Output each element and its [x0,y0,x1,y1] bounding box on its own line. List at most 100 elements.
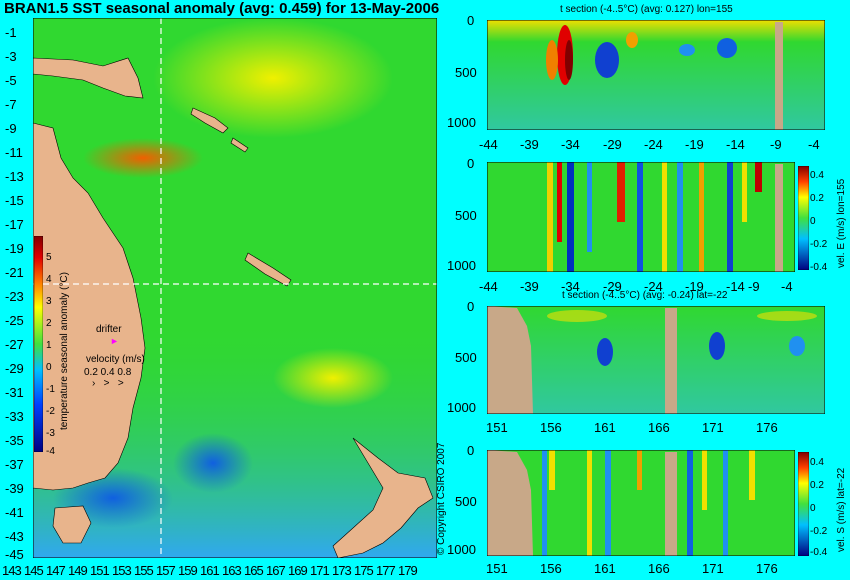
colorbar-tick: 0 [810,216,816,227]
colorbar-tick: 4 [46,274,52,285]
lat-tick: -27 [5,337,24,352]
lat-tick: -43 [5,529,24,544]
lat-tick: -33 [5,409,24,424]
colorbar-tick: -2 [46,406,55,417]
lon-tick: 175 [354,563,374,578]
lat-tick: -5 [5,73,17,88]
colorbar-label: temperature seasonal anomaly (°C) [59,272,70,430]
colorbar-tick: 1 [46,340,52,351]
x-tick: -4 [781,279,793,294]
panel4-section[interactable] [487,450,795,556]
colorbar-tick: -1 [46,384,55,395]
x-tick: 156 [540,420,562,435]
drifter-marker-icon: ► [110,336,119,346]
tasmania-land [52,505,92,544]
land-mask [775,22,783,130]
lat-tick: -29 [5,361,24,376]
velocity-scale: 0.2 0.4 0.8 [84,367,132,378]
y-tick: 500 [455,208,477,223]
australia-land [33,122,146,491]
panel2-section[interactable] [487,162,795,272]
colorbar-tick: 2 [46,318,52,329]
copyright-text: © Copyright CSIRO 2007 [436,442,447,555]
land-mask [665,308,677,414]
panel3-section[interactable] [487,306,825,414]
lat-tick: -41 [5,505,24,520]
lat-tick: -39 [5,481,24,496]
colorbar-tick: 0.2 [810,193,824,204]
x-tick: -19 [685,279,704,294]
colorbar-tick: -0.4 [810,547,828,558]
lat-tick: -3 [5,49,17,64]
lat-tick: -25 [5,313,24,328]
y-tick: 0 [467,156,475,171]
velocity-arrows-icon: › > > [92,378,124,389]
y-tick: 1000 [447,258,476,273]
lon-tick: 161 [200,563,220,578]
lon-tick: 153 [112,563,132,578]
lat-tick: -21 [5,265,24,280]
colorbar-tick: -4 [46,446,55,457]
colorbar-tick: 0 [46,362,52,373]
lat-tick: -35 [5,433,24,448]
x-tick: -24 [644,137,663,152]
colorbar-tick: 5 [46,252,52,263]
lon-tick: 169 [288,563,308,578]
x-tick: 171 [702,561,724,576]
lon-tick: 173 [332,563,352,578]
colorbar-tick: -0.2 [810,239,828,250]
lon-tick: 155 [134,563,154,578]
warm-anomaly-north [153,18,393,138]
colorbar-tick: 0 [810,503,816,514]
panel4-colorbar-label: vel. S (m/s) lat=-22 [836,467,847,552]
x-tick: -44 [479,279,498,294]
x-tick: 156 [540,561,562,576]
y-tick: 1000 [447,115,476,130]
land-mask [487,306,533,414]
sst-map[interactable] [33,18,437,558]
land-mask [665,452,677,556]
colorbar-tick: 0.4 [810,457,824,468]
x-tick: -34 [561,279,580,294]
x-tick: -34 [561,137,580,152]
lat-tick: -13 [5,169,24,184]
cold-eddy [173,433,253,493]
x-tick: -39 [520,279,539,294]
colorbar-tick: 0.2 [810,480,824,491]
x-tick: 151 [486,420,508,435]
lon-tick: 171 [310,563,330,578]
x-tick: -19 [685,137,704,152]
x-tick: 161 [594,420,616,435]
lat-tick: -7 [5,97,17,112]
x-tick: -29 [603,279,622,294]
lon-tick: 159 [178,563,198,578]
new-zealand-land [332,437,434,558]
y-tick: 500 [455,65,477,80]
solomon-islands-land [190,107,229,134]
lon-tick: 143 [2,563,22,578]
lat-tick: -45 [5,547,24,562]
panel1-section[interactable] [487,20,825,130]
map-colorbar [34,236,43,452]
x-tick: 151 [486,561,508,576]
x-tick: 161 [594,561,616,576]
velocity-label: velocity (m/s) [86,354,145,365]
new-guinea-land [33,57,144,99]
lon-tick: 147 [46,563,66,578]
warm-anomaly-tasman [273,348,393,408]
y-tick: 1000 [447,542,476,557]
colorbar-tick: 0.4 [810,170,824,181]
x-tick: 176 [756,420,778,435]
colorbar-tick: -3 [46,428,55,439]
x-tick: -14 [726,279,745,294]
lon-tick: 157 [156,563,176,578]
y-tick: 0 [467,443,475,458]
lat-tick: -9 [5,121,17,136]
lon-tick: 149 [68,563,88,578]
x-tick: -9 [748,279,760,294]
lat-tick: -1 [5,25,17,40]
y-tick: 500 [455,350,477,365]
colorbar-tick: -0.2 [810,526,828,537]
x-tick: -29 [603,137,622,152]
colorbar-tick: -0.4 [810,262,828,273]
